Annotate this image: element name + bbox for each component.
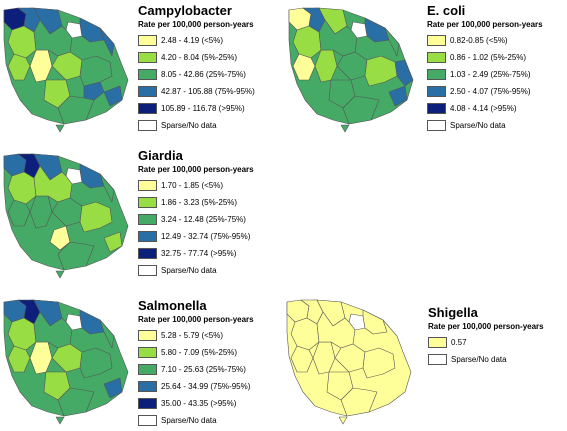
legend-item: 5.80 - 7.09 (5%-25%) xyxy=(138,345,254,359)
legend-swatch xyxy=(138,196,157,208)
legend-item: 2.48 - 4.19 (<5%) xyxy=(138,33,255,47)
legend-item: 1.86 - 3.23 (5%-25%) xyxy=(138,195,254,209)
legend-label: 8.05 - 42.86 (25%-75%) xyxy=(161,69,246,79)
legend-title: Shigella xyxy=(428,305,478,320)
legend-item: 0.82-0.85 (<5%) xyxy=(427,33,543,47)
legend-swatch xyxy=(138,414,157,426)
legend-item: 7.10 - 25.63 (25%-75%) xyxy=(138,362,254,376)
legend-label: 4.08 - 4.14 (>95%) xyxy=(450,103,517,113)
choropleth-map-e-coli xyxy=(288,7,414,133)
legend-label: Sparse/No data xyxy=(161,265,217,275)
legend-label: 2.48 - 4.19 (<5%) xyxy=(161,35,224,45)
choropleth-map-salmonella xyxy=(3,299,129,425)
legend-item: Sparse/No data xyxy=(427,118,543,132)
legend-item: 0.57 xyxy=(428,335,544,349)
choropleth-map-shigella xyxy=(286,299,412,425)
legend-item: 3.24 - 12.48 (25%-75%) xyxy=(138,212,254,226)
legend-swatch xyxy=(138,85,157,97)
legend-label: 3.24 - 12.48 (25%-75%) xyxy=(161,214,246,224)
legend-swatch xyxy=(138,51,157,63)
legend-item: 4.20 - 8.04 (5%-25%) xyxy=(138,50,255,64)
legend-label: 0.57 xyxy=(451,337,467,347)
legend-item: 1.70 - 1.85 (<5%) xyxy=(138,178,254,192)
legend-swatch xyxy=(138,380,157,392)
choropleth-map-campylobacter xyxy=(3,7,129,133)
legend-swatch xyxy=(138,34,157,46)
legend-swatch xyxy=(138,68,157,80)
legend-swatch xyxy=(138,397,157,409)
legend-subtitle: Rate per 100,000 person-years xyxy=(428,322,544,331)
legend-label: 5.28 - 5.79 (<5%) xyxy=(161,330,224,340)
legend-swatch xyxy=(138,213,157,225)
legend-item: 0.86 - 1.02 (5%-25%) xyxy=(427,50,543,64)
legend-title: Giardia xyxy=(138,148,183,163)
legend-label: 7.10 - 25.63 (25%-75%) xyxy=(161,364,246,374)
legend-subtitle: Rate per 100,000 person-years xyxy=(427,20,543,29)
legend-subtitle: Rate per 100,000 person-years xyxy=(138,315,254,324)
legend-label: 42.87 - 105.88 (75%-95%) xyxy=(161,86,255,96)
legend-swatch xyxy=(428,336,447,348)
legend-label: 35.00 - 43.35 (>95%) xyxy=(161,398,237,408)
legend-label: 1.03 - 2.49 (25%-75%) xyxy=(450,69,531,79)
legend-title: Campylobacter xyxy=(138,3,232,18)
legend-item: Sparse/No data xyxy=(138,118,255,132)
legend-label: 105.89 - 116.78 (>95%) xyxy=(161,103,245,113)
legend-swatch xyxy=(138,230,157,242)
legend-item: 105.89 - 116.78 (>95%) xyxy=(138,101,255,115)
legend-subtitle: Rate per 100,000 person-years xyxy=(138,20,254,29)
legend-swatch xyxy=(427,68,446,80)
legend-swatch xyxy=(138,119,157,131)
legend-item: 4.08 - 4.14 (>95%) xyxy=(427,101,543,115)
legend-swatch xyxy=(427,51,446,63)
legend-swatch xyxy=(138,179,157,191)
legend-title: E. coli xyxy=(427,3,466,18)
legend-title: Salmonella xyxy=(138,298,207,313)
legend-item: Sparse/No data xyxy=(428,352,544,366)
choropleth-map-giardia xyxy=(3,153,129,279)
legend-label: 4.20 - 8.04 (5%-25%) xyxy=(161,52,238,62)
legend-item: 8.05 - 42.86 (25%-75%) xyxy=(138,67,255,81)
legend-swatch xyxy=(427,119,446,131)
legend-label: Sparse/No data xyxy=(161,120,217,130)
legend-subtitle: Rate per 100,000 person-years xyxy=(138,165,254,174)
legend-item: 32.75 - 77.74 (>95%) xyxy=(138,246,254,260)
legend-swatch xyxy=(427,102,446,114)
legend-swatch xyxy=(427,34,446,46)
legend-label: Sparse/No data xyxy=(161,415,217,425)
legend-swatch xyxy=(138,102,157,114)
legend-label: 0.86 - 1.02 (5%-25%) xyxy=(450,52,527,62)
legend-swatch xyxy=(138,346,157,358)
legend-item: 1.03 - 2.49 (25%-75%) xyxy=(427,67,543,81)
legend-item: 12.49 - 32.74 (75%-95%) xyxy=(138,229,254,243)
legend-item: 35.00 - 43.35 (>95%) xyxy=(138,396,254,410)
legend-item: 25.64 - 34.99 (75%-95%) xyxy=(138,379,254,393)
legend-swatch xyxy=(428,353,447,365)
legend-label: 0.82-0.85 (<5%) xyxy=(450,35,508,45)
legend-swatch xyxy=(427,85,446,97)
legend-label: Sparse/No data xyxy=(451,354,507,364)
legend-swatch xyxy=(138,247,157,259)
legend-item: 5.28 - 5.79 (<5%) xyxy=(138,328,254,342)
legend-item: Sparse/No data xyxy=(138,413,254,427)
legend-item: 2.50 - 4.07 (75%-95%) xyxy=(427,84,543,98)
legend-item: 42.87 - 105.88 (75%-95%) xyxy=(138,84,255,98)
legend-label: 25.64 - 34.99 (75%-95%) xyxy=(161,381,251,391)
legend-label: 2.50 - 4.07 (75%-95%) xyxy=(450,86,531,96)
legend-label: Sparse/No data xyxy=(450,120,506,130)
legend-label: 12.49 - 32.74 (75%-95%) xyxy=(161,231,251,241)
legend-label: 5.80 - 7.09 (5%-25%) xyxy=(161,347,238,357)
legend-label: 1.70 - 1.85 (<5%) xyxy=(161,180,224,190)
legend-label: 32.75 - 77.74 (>95%) xyxy=(161,248,237,258)
legend-swatch xyxy=(138,264,157,276)
legend-label: 1.86 - 3.23 (5%-25%) xyxy=(161,197,238,207)
legend-swatch xyxy=(138,363,157,375)
legend-swatch xyxy=(138,329,157,341)
legend-item: Sparse/No data xyxy=(138,263,254,277)
